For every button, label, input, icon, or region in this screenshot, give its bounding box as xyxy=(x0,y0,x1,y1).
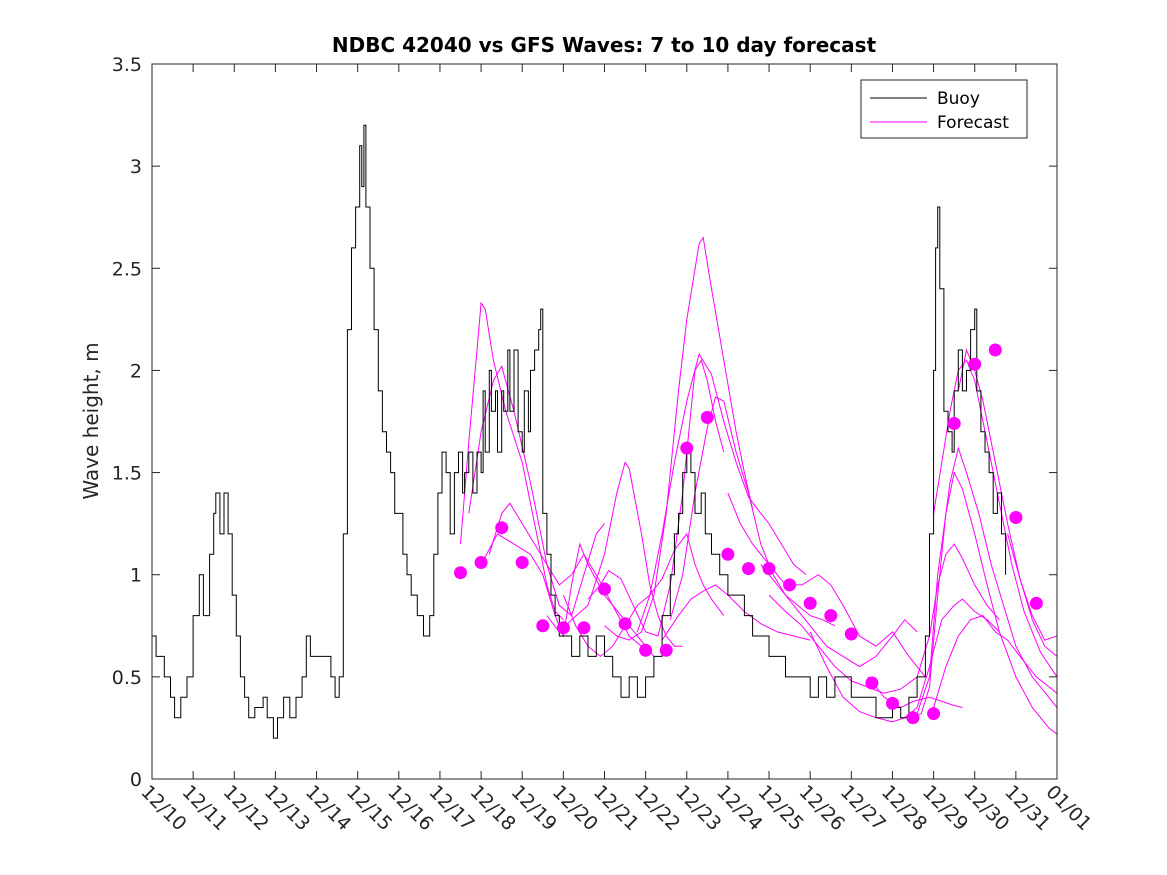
forecast-point xyxy=(536,619,550,633)
forecast-point xyxy=(577,621,591,635)
chart-title: NDBC 42040 vs GFS Waves: 7 to 10 day for… xyxy=(332,33,877,57)
forecast-point xyxy=(700,410,714,424)
forecast-series-line xyxy=(488,502,647,653)
legend-forecast-label: Forecast xyxy=(937,113,1009,133)
legend: Buoy Forecast xyxy=(860,79,1028,139)
legend-box xyxy=(860,79,1028,139)
forecast-point xyxy=(906,711,920,725)
forecast-series-line xyxy=(460,301,564,621)
forecast-point xyxy=(824,609,838,623)
y-tick-label: 1.5 xyxy=(112,463,142,485)
forecast-series-line xyxy=(933,615,1057,708)
forecast-point xyxy=(721,547,735,561)
forecast-point xyxy=(803,596,817,610)
forecast-series-line xyxy=(867,676,963,709)
series-layer xyxy=(152,124,1057,739)
forecast-series-line xyxy=(760,564,918,668)
legend-buoy-label: Buoy xyxy=(937,89,980,109)
forecast-point xyxy=(618,617,632,631)
forecast-point xyxy=(1009,511,1023,524)
forecast-point xyxy=(865,676,879,690)
forecast-series-line xyxy=(636,352,807,633)
plot-area xyxy=(152,64,1057,779)
forecast-point xyxy=(495,521,509,535)
forecast-markers xyxy=(454,343,1043,725)
forecast-series-line xyxy=(916,446,1057,714)
forecast-point xyxy=(844,627,858,641)
forecast-point xyxy=(556,621,570,635)
forecast-series-line xyxy=(809,598,1000,723)
forecast-series-line xyxy=(669,396,836,627)
forecast-series-line xyxy=(546,461,683,647)
forecast-point xyxy=(988,343,1002,357)
forecast-point xyxy=(639,643,653,657)
forecast-point xyxy=(783,578,797,592)
y-tick-label: 1 xyxy=(130,565,142,587)
y-tick-label: 0.5 xyxy=(112,667,142,689)
y-tick-label: 3 xyxy=(130,156,142,178)
y-tick-label: 3.5 xyxy=(112,54,142,76)
y-tick-label: 0 xyxy=(130,769,142,791)
forecast-point xyxy=(659,643,673,657)
y-axis-label: Wave height, m xyxy=(79,342,103,499)
forecast-series-line xyxy=(604,236,754,641)
forecast-series-line xyxy=(908,471,1057,735)
forecast-point xyxy=(742,562,755,576)
forecast-series-line xyxy=(727,492,926,678)
y-tick-label: 2 xyxy=(130,360,142,382)
forecast-point xyxy=(515,556,529,569)
forecast-point xyxy=(598,582,611,596)
forecast-point xyxy=(968,357,982,371)
forecast-series-line xyxy=(1007,533,1057,641)
forecast-series-line xyxy=(480,533,655,657)
forecast-point xyxy=(947,417,961,430)
forecast-point xyxy=(1029,596,1043,610)
forecast-point xyxy=(927,707,941,721)
buoy-series-line xyxy=(152,124,1007,739)
y-tick-labels: 0 0.5 1 1.5 2 2.5 3 3.5 xyxy=(112,54,142,791)
forecast-point xyxy=(680,441,694,455)
y-tick-label: 2.5 xyxy=(112,258,142,280)
forecast-point xyxy=(454,566,467,580)
forecast-point xyxy=(886,696,899,710)
forecast-point xyxy=(762,562,776,576)
plot-frame xyxy=(151,63,1058,780)
forecast-point xyxy=(474,556,488,569)
